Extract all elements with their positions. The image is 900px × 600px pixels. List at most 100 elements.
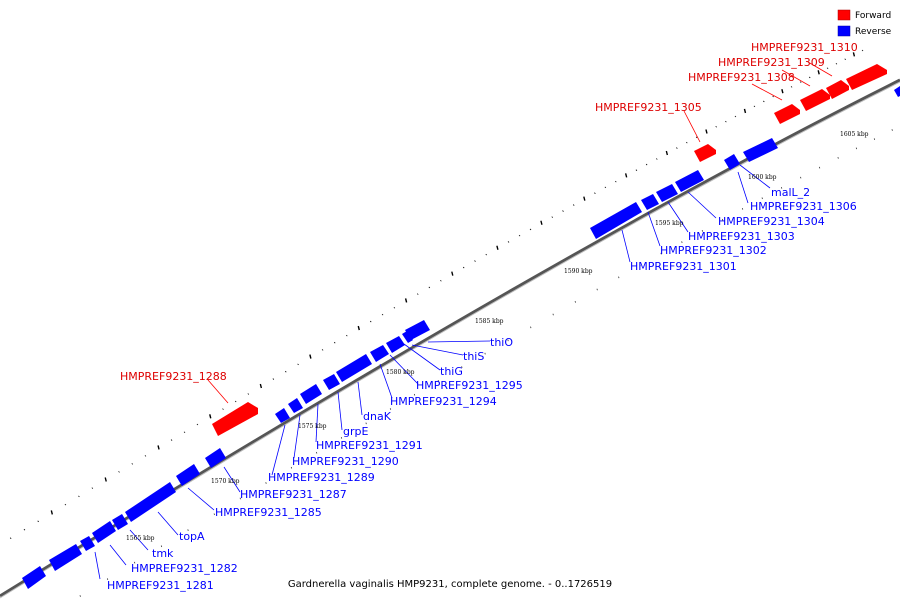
track-mark [196, 423, 199, 426]
tick-label-1565: 1565 kbp [126, 535, 155, 542]
gene-block-1310a[interactable] [826, 80, 849, 99]
gene-block-1295[interactable] [386, 336, 405, 353]
track-mark [315, 451, 318, 454]
gene-label[interactable]: HMPREF9231_1285 [215, 506, 322, 519]
gene-block-1306[interactable] [724, 154, 740, 170]
gene-label[interactable]: HMPREF9231_1282 [131, 562, 238, 575]
track-mark [451, 271, 454, 276]
track-mark [484, 352, 486, 355]
gene-block-grpE[interactable] [323, 374, 340, 390]
track-mark [134, 561, 136, 564]
track-mark [309, 354, 312, 359]
gene-label[interactable]: dnaK [363, 410, 392, 423]
gene-block-1287[interactable] [205, 448, 226, 468]
gene-block-tmk[interactable] [80, 536, 95, 551]
gene-label[interactable]: HMPREF9231_1291 [316, 439, 423, 452]
gene-block-edge[interactable] [894, 86, 900, 97]
track-mark [715, 125, 717, 128]
gene-label[interactable]: tmk [152, 547, 174, 560]
gene-label[interactable]: HMPREF9231_1294 [390, 395, 497, 408]
track-mark [844, 58, 846, 61]
gene-block-unk1[interactable] [112, 514, 128, 530]
gene-label[interactable]: HMPREF9231_1304 [718, 215, 825, 228]
gene-label[interactable]: HMPREF9231_1295 [416, 379, 523, 392]
gene-label[interactable]: HMPREF9231_1305 [595, 101, 702, 114]
track-mark [340, 437, 343, 439]
gene-block-1285[interactable] [125, 482, 176, 522]
gene-label[interactable]: HMPREF9231_1308 [688, 71, 795, 84]
track-mark [701, 229, 704, 232]
gene-label[interactable]: HMPREF9231_1287 [240, 488, 347, 501]
gene-block-unk2[interactable] [176, 464, 200, 486]
gene-block-1310[interactable] [846, 64, 887, 90]
track-mark [518, 234, 521, 237]
track-mark [213, 513, 215, 516]
gene-block-1291[interactable] [300, 384, 322, 404]
gene-label[interactable]: HMPREF9231_1281 [107, 579, 214, 592]
gene-block-malL2[interactable] [743, 138, 778, 162]
track-mark [572, 204, 575, 206]
track-mark [23, 528, 26, 531]
gene-label[interactable]: grpE [343, 425, 368, 438]
track-mark [826, 67, 829, 70]
track-mark [562, 210, 564, 212]
track-mark [891, 129, 893, 131]
gene-label[interactable]: HMPREF9231_1303 [688, 230, 795, 243]
gene-label[interactable]: HMPREF9231_1289 [268, 471, 375, 484]
gene-block-1303[interactable] [656, 184, 678, 202]
gene-label[interactable]: thiG [440, 365, 463, 378]
gene-block-1301[interactable] [590, 202, 642, 239]
track-mark [290, 466, 293, 469]
track-mark [485, 253, 488, 256]
tick-label-1580: 1580 kbp [386, 369, 415, 376]
track-mark [284, 370, 287, 373]
gene-label[interactable]: HMPREF9231_1290 [292, 455, 399, 468]
track-mark [596, 288, 598, 291]
gene-label[interactable]: thiS [463, 350, 484, 363]
track-mark [345, 334, 348, 337]
track-mark [695, 136, 698, 139]
track-mark [64, 503, 67, 506]
gene-block-1290[interactable] [288, 398, 303, 413]
gene-label[interactable]: malL_2 [771, 186, 810, 199]
gene-block-1282[interactable] [49, 544, 82, 571]
leader-lines [94, 164, 771, 580]
track-mark [333, 341, 336, 344]
gene-block-dnaK[interactable] [336, 354, 372, 382]
gene-block-thiG[interactable] [402, 331, 413, 343]
gene-label[interactable]: HMPREF9231_1306 [750, 200, 857, 213]
track-mark [655, 158, 658, 160]
track-mark [265, 482, 267, 484]
gene-label[interactable]: HMPREF9231_1302 [660, 244, 767, 257]
gene-label[interactable]: HMPREF9231_1288 [120, 370, 227, 383]
gene-block-thiO[interactable] [405, 320, 430, 340]
gene-block-topA[interactable] [92, 521, 116, 543]
gene-label[interactable]: HMPREF9231_1309 [718, 56, 825, 69]
gene-block-1281[interactable] [22, 566, 46, 589]
gene-label[interactable]: HMPREF9231_1301 [630, 260, 737, 273]
gene-label[interactable]: topA [179, 530, 205, 543]
tick-labels: 1565 kbp 1570 kbp 1575 kbp 1580 kbp 1585… [126, 131, 869, 542]
track-mark [799, 81, 802, 83]
gene-block-1305[interactable] [694, 144, 716, 162]
track-mark [416, 293, 419, 295]
gene-block-1302[interactable] [641, 194, 659, 210]
track-mark [645, 163, 648, 166]
track-mark [639, 264, 641, 267]
gene-label[interactable]: HMPREF9231_1310 [751, 41, 858, 54]
track-mark [37, 520, 39, 523]
track-mark [583, 196, 586, 201]
gene-block-1309[interactable] [800, 89, 830, 111]
gene-block-1288[interactable] [212, 402, 258, 436]
gene-block-1289[interactable] [275, 408, 290, 423]
gene-label[interactable]: thiO [490, 336, 513, 349]
tick-label-1590: 1590 kbp [564, 268, 593, 275]
track-mark [686, 141, 688, 144]
track-mark [835, 62, 838, 65]
track-mark [106, 578, 109, 581]
gene-block-1294[interactable] [370, 345, 389, 362]
gene-block-1304[interactable] [675, 170, 704, 192]
gene-block-1308[interactable] [774, 104, 800, 124]
track-mark [741, 208, 744, 210]
